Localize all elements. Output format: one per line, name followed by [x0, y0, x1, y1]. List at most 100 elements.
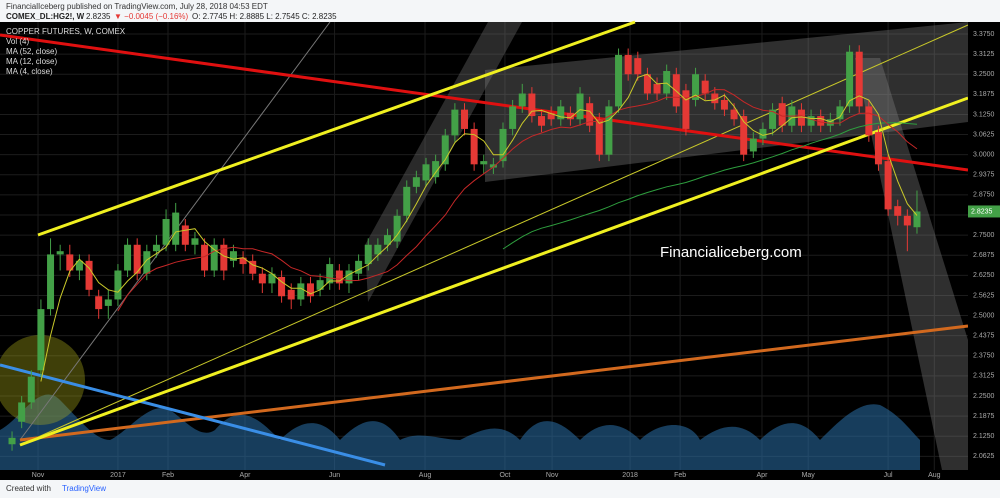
y-tick-label: 2.6250: [973, 272, 995, 279]
candle-body: [692, 74, 700, 100]
candle-body: [383, 235, 391, 245]
trend-line: [37, 20, 636, 237]
candle-body: [210, 244, 218, 271]
plot-background: [0, 22, 1000, 480]
candle-body: [701, 80, 709, 94]
y-tick-label: 2.3125: [973, 373, 995, 380]
candle-body: [287, 289, 295, 300]
candle-body: [846, 51, 854, 107]
trend-line: [19, 324, 969, 442]
candle-body: [615, 54, 623, 107]
x-tick-label: Aug: [419, 472, 432, 479]
axes: 2.0625 2.1250 2.1875 2.2500 2.3125 2.3750 2.43…: [32, 31, 1000, 479]
candle-body: [85, 260, 93, 290]
watermark: Financialiceberg.com: [660, 244, 802, 261]
footer-brand: TradingView: [62, 484, 106, 493]
candle-body: [769, 109, 777, 129]
x-tick-label: Apr: [757, 472, 769, 479]
footer: Created with: [6, 484, 51, 493]
candle-body: [393, 215, 401, 242]
y-tick-label: 2.8750: [973, 192, 995, 199]
candle-body: [364, 244, 372, 265]
y-tick-label: 2.5625: [973, 292, 995, 299]
y-tick-label: 3.0000: [973, 152, 995, 159]
candle-body: [201, 244, 209, 271]
candle-body: [412, 177, 420, 187]
moving-average: [40, 73, 918, 382]
legend-entry: MA (4, close): [6, 67, 53, 76]
trend-line: [0, 33, 969, 172]
candle-body: [740, 116, 748, 155]
candle-body: [826, 119, 834, 126]
y-tick-label: 3.3125: [973, 51, 995, 58]
candle-body: [8, 437, 16, 445]
x-tick-label: Apr: [240, 472, 252, 479]
candle-body: [229, 251, 237, 261]
y-tick-label: 2.6875: [973, 252, 995, 259]
candle-body: [27, 376, 35, 403]
x-tick-label: Jun: [329, 472, 340, 479]
falling-channel: [855, 58, 968, 470]
y-tick-label: 3.1250: [973, 111, 995, 118]
y-tick-label: 2.3750: [973, 353, 995, 360]
price-axis-background: [968, 22, 1000, 480]
candle-body: [817, 116, 825, 126]
candle-body: [104, 299, 112, 306]
legend: Vol (4)MA (52, close)MA (12, close)MA (4…: [6, 37, 57, 76]
candle-body: [355, 260, 363, 274]
candle-body: [249, 260, 257, 274]
candle-body: [538, 116, 546, 126]
candle-body: [720, 99, 728, 110]
x-tick-label: 2017: [110, 472, 126, 479]
candle-body: [316, 280, 324, 290]
candle-body: [114, 270, 122, 300]
candle-body: [268, 273, 276, 284]
candle-body: [66, 254, 74, 271]
candle-body: [47, 254, 55, 310]
candle-body: [162, 219, 170, 245]
x-tick-label: Nov: [546, 472, 559, 479]
y-tick-label: 2.9375: [973, 172, 995, 179]
candle-body: [749, 138, 757, 152]
candle-body: [403, 186, 411, 216]
candle-body: [374, 244, 382, 255]
candle-body: [441, 135, 449, 165]
candle-body: [855, 51, 863, 107]
trend-line: [19, 96, 969, 447]
candle-body: [672, 74, 680, 107]
grid: [0, 22, 968, 470]
y-tick-label: 2.7500: [973, 232, 995, 239]
candle-body: [547, 112, 555, 120]
moving-averages: [40, 73, 918, 382]
candle-body: [489, 164, 497, 168]
candle-body: [682, 90, 690, 129]
candle-body: [884, 161, 892, 210]
candle-body: [711, 93, 719, 104]
candle-body: [220, 244, 228, 271]
candle-body: [143, 251, 151, 274]
candle-body: [191, 238, 199, 245]
candle-body: [807, 116, 815, 126]
candle-body: [306, 283, 314, 297]
candle-body: [172, 212, 180, 245]
candle-body: [605, 106, 613, 155]
candle-body: [759, 128, 767, 139]
y-tick-label: 2.5000: [973, 312, 995, 319]
candle-body: [422, 164, 430, 181]
y-tick-label: 3.2500: [973, 71, 995, 78]
symbol: COMEX_DL:HG2!, W: [6, 12, 85, 21]
x-tick-label: Feb: [162, 472, 174, 479]
x-tick-label: 2018: [622, 472, 638, 479]
published-line: FinancialIceberg published on TradingVie…: [6, 2, 268, 11]
candle-body: [778, 103, 786, 126]
candle-body: [124, 244, 132, 271]
y-tick-label: 3.1875: [973, 91, 995, 98]
candle-body: [18, 402, 26, 422]
candle-body: [278, 276, 286, 297]
volume-area: [0, 394, 920, 470]
candle-body: [56, 251, 64, 255]
candle-body: [480, 161, 488, 165]
moving-average: [502, 122, 918, 250]
